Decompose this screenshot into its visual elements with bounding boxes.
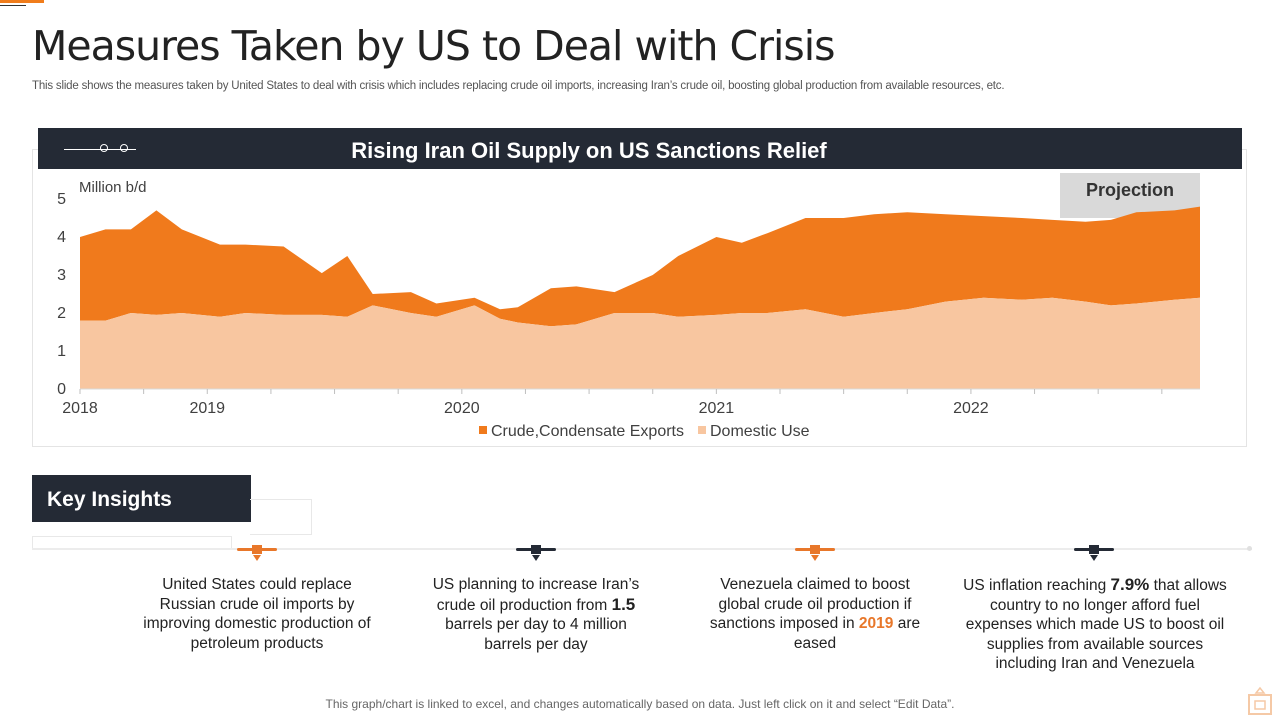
timeline-marker-icon (516, 545, 556, 568)
insight-1-text: United States could replace Russian crud… (143, 576, 371, 652)
x-tick-label: 2020 (444, 400, 480, 417)
top-accent-line (0, 5, 26, 6)
insight-3-highlight: 2019 (858, 615, 894, 632)
key-insights-heading: Key Insights (32, 475, 251, 522)
y-tick-label: 4 (57, 229, 66, 246)
insight-3-pre: Venezuela claimed to boost global crude … (709, 576, 912, 632)
heading-decor-box (250, 499, 312, 535)
insight-2-highlight: 1.5 (611, 594, 636, 614)
insights-timeline (32, 548, 1252, 550)
legend-swatch-exports (479, 426, 487, 434)
timeline-marker-icon (795, 545, 835, 568)
legend-swatch-domestic (698, 426, 706, 434)
series-area-domestic (80, 297, 1200, 389)
legend-label-domestic: Domestic Use (710, 423, 810, 440)
chart-header: Rising Iran Oil Supply on US Sanctions R… (38, 128, 1242, 169)
insight-3: Venezuela claimed to boost global crude … (705, 575, 925, 653)
insight-4-pre: US inflation reaching (963, 577, 1111, 594)
insight-4-highlight: 7.9% (1110, 575, 1150, 594)
page-subtitle: This slide shows the measures taken by U… (32, 80, 1005, 92)
legend-label-exports: Crude,Condensate Exports (491, 423, 684, 440)
footer-note: This graph/chart is linked to excel, and… (325, 697, 955, 711)
insight-2-pre: US planning to increase Iran’s crude oil… (432, 576, 640, 614)
corner-logo-icon (1248, 686, 1272, 715)
insight-4-post: that allows country to no longer afford … (965, 577, 1227, 672)
header-decor-dot (120, 144, 128, 152)
y-tick-label: 0 (57, 381, 66, 398)
timeline-end-dot (1247, 546, 1252, 551)
insight-2-post: barrels per day to 4 million barrels per… (445, 616, 627, 653)
timeline-marker-icon (237, 545, 277, 568)
y-tick-label: 1 (57, 343, 66, 360)
insight-3-post: are eased (793, 615, 921, 652)
heading-decor-box (32, 536, 232, 549)
timeline-marker-icon (1074, 545, 1114, 568)
x-tick-label: 2018 (62, 400, 98, 417)
y-tick-label: 3 (57, 267, 66, 284)
insight-1: United States could replace Russian crud… (137, 575, 377, 653)
y-tick-label: 5 (57, 191, 66, 208)
y-tick-label: 2 (57, 305, 66, 322)
insight-2: US planning to increase Iran’s crude oil… (426, 575, 646, 654)
projection-label: Projection (1086, 180, 1174, 200)
page-title: Measures Taken by US to Deal with Crisis (32, 22, 835, 70)
chart-title: Rising Iran Oil Supply on US Sanctions R… (351, 138, 827, 163)
header-decor-dot (100, 144, 108, 152)
x-tick-label: 2022 (953, 400, 989, 417)
top-accent-bar (0, 0, 44, 3)
y-axis-label: Million b/d (79, 179, 147, 196)
series-area-exports (80, 206, 1200, 327)
x-tick-label: 2019 (189, 400, 225, 417)
insight-4: US inflation reaching 7.9% that allows c… (955, 575, 1235, 674)
x-tick-label: 2021 (699, 400, 735, 417)
